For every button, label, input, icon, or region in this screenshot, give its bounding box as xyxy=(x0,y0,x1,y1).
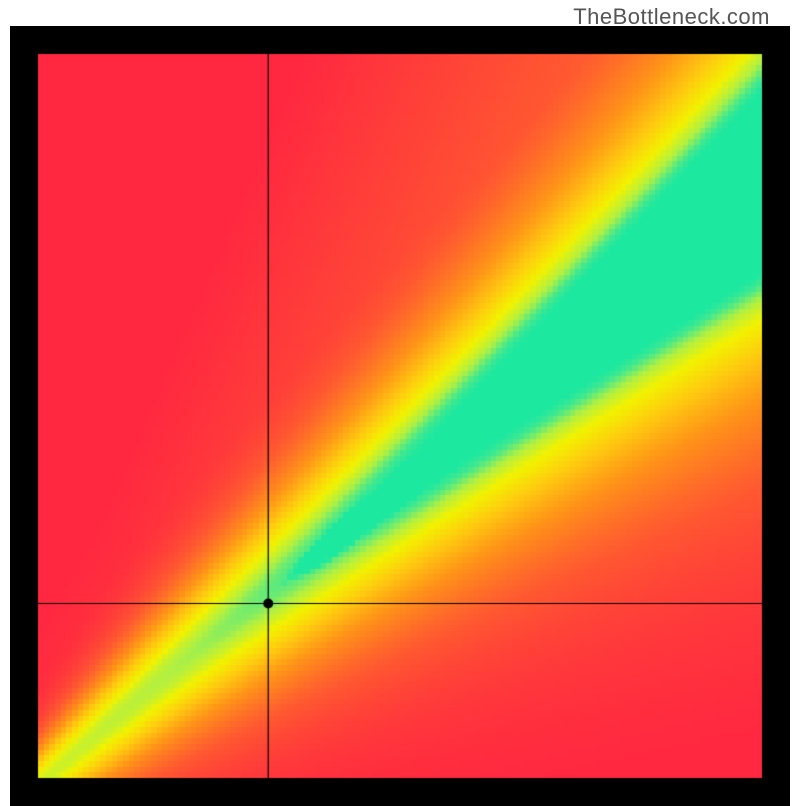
bottleneck-heatmap xyxy=(10,26,790,806)
chart-container: TheBottleneck.com xyxy=(0,0,800,800)
